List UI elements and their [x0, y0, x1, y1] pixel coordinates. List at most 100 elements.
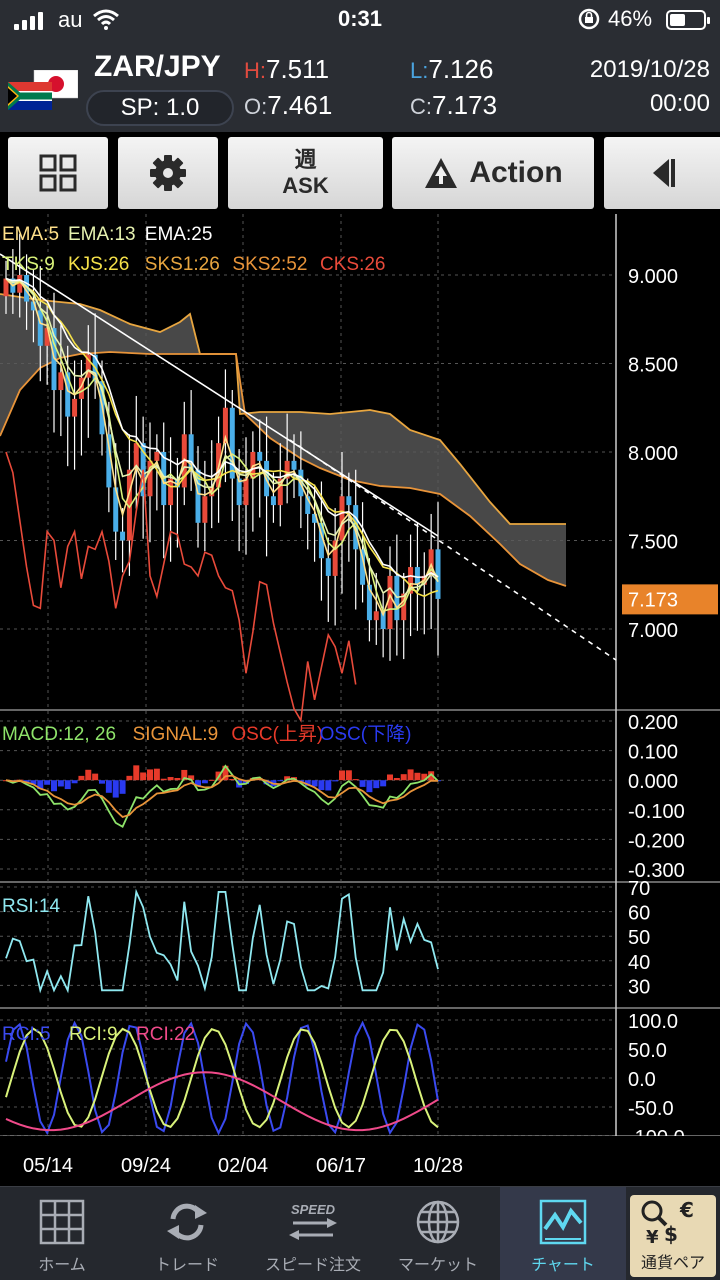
candle-body	[401, 593, 407, 621]
macd-osc-bar	[188, 775, 195, 781]
rotation-lock-icon	[578, 8, 600, 30]
candle-body	[360, 549, 366, 585]
candle-body	[113, 487, 119, 532]
date-tick-label: 05/14	[23, 1155, 73, 1177]
action-button[interactable]: Action	[392, 137, 594, 209]
macd-osc-bar	[400, 774, 407, 781]
battery-icon	[666, 10, 710, 30]
price-tick-label: 9.000	[628, 266, 678, 288]
action-label: Action	[469, 156, 563, 189]
candle-body	[78, 377, 84, 399]
macd-osc-bar	[64, 780, 71, 790]
macd-osc-bar	[318, 780, 325, 791]
ichimoku-legend-item: SKS1:26	[145, 254, 220, 275]
candle-body	[120, 531, 126, 541]
high-value: 7.511	[266, 54, 330, 84]
candle-body	[154, 452, 160, 461]
senkou-span-a-line	[0, 293, 566, 525]
date-tick-label: 02/04	[218, 1155, 268, 1177]
low-key: L:	[410, 58, 429, 83]
open-value: 7.461	[267, 90, 333, 120]
macd-osc-bar	[366, 780, 373, 793]
candle-body	[188, 434, 194, 470]
candle-body	[85, 354, 91, 378]
rci-22-line	[5, 1071, 439, 1132]
currency-pair-button[interactable]: € ¥ $ 通貨ペア	[630, 1195, 716, 1277]
ema-5-line	[5, 277, 439, 617]
carrier-name: au	[58, 7, 83, 32]
chart-canvas[interactable]: 9.000 8.500 8.000 7.500 7.000 7.173 EMA:5 EMA:1…	[0, 214, 720, 1186]
macd-tick-label: 0.100	[628, 742, 678, 764]
ema-25-line	[5, 277, 439, 579]
rsi-legend-item: RSI:14	[2, 896, 61, 917]
rci-5-line	[5, 1020, 439, 1136]
macd-osc-bar	[208, 779, 215, 781]
macd-osc-bar	[263, 780, 270, 785]
nav-home[interactable]: ホーム	[0, 1187, 124, 1280]
candle-body	[229, 407, 235, 479]
macd-osc-bar	[201, 780, 208, 784]
low-value: 7.126	[428, 54, 494, 84]
collapse-panel-button[interactable]	[604, 137, 720, 209]
candle-body	[257, 452, 263, 461]
trendline-solid	[0, 253, 439, 537]
macd-osc-bar	[133, 765, 140, 781]
macd-osc-bar	[44, 780, 51, 785]
macd-legend-item: SIGNAL:9	[133, 724, 219, 745]
zar-jpy-flag-icon[interactable]	[8, 70, 78, 110]
candle-body	[3, 278, 9, 297]
layout-button[interactable]	[8, 137, 108, 209]
nav-chart[interactable]: チャート	[500, 1187, 626, 1280]
nav-trade-label: トレード	[154, 1257, 219, 1274]
ema-13-line	[5, 277, 439, 599]
timeframe-button[interactable]: 週 ASK	[228, 137, 383, 209]
currency-pair[interactable]: ZAR/JPY	[94, 50, 221, 83]
candle-body	[147, 460, 153, 497]
date-tick-label: 06/17	[316, 1155, 366, 1177]
macd-osc-bar	[339, 770, 345, 781]
macd-osc-bar	[380, 780, 387, 787]
spread-badge: SP: 1.0	[86, 90, 234, 126]
macd-osc-bar	[181, 769, 188, 781]
nav-home-label: ホーム	[38, 1257, 86, 1274]
candle-body	[24, 275, 30, 302]
macd-osc-bar	[332, 780, 339, 782]
close-key: C:	[410, 94, 432, 119]
candle-body	[291, 460, 297, 470]
macd-tick-label: 0.200	[628, 712, 678, 734]
candle-body	[305, 496, 311, 514]
rsi-tick-label: 70	[628, 878, 650, 900]
nav-speed-order[interactable]: SPEED スピード注文	[250, 1187, 376, 1280]
nav-trade[interactable]: トレード	[124, 1187, 250, 1280]
macd-osc-bar	[140, 772, 147, 781]
macd-osc-bar	[71, 780, 78, 784]
up-triangle-icon	[425, 158, 458, 188]
price-chart[interactable]: 9.000 8.500 8.000 7.500 7.000 7.173 EMA:5 EMA:1…	[0, 214, 720, 1186]
home-grid-icon	[39, 1199, 85, 1245]
currency-pair-label: 通貨ペア	[640, 1255, 705, 1272]
tenkan-sen-line	[5, 277, 439, 613]
high-key: H:	[244, 58, 266, 83]
rsi-tick-label: 50	[628, 927, 650, 949]
macd-tick-label: -0.100	[628, 801, 685, 823]
ichimoku-legend-item: CKS:26	[320, 254, 385, 275]
close-value: 7.173	[432, 90, 498, 120]
nav-market[interactable]: マーケット	[376, 1187, 500, 1280]
macd-osc-bar	[30, 780, 37, 785]
bottom-nav: ホーム トレード SPEED スピード注文 マーケット	[0, 1186, 720, 1280]
chart-icon	[539, 1199, 587, 1245]
macd-osc-bar	[428, 771, 435, 781]
rci-tick-label: 50.0	[628, 1040, 667, 1062]
rsi-tick-label: 60	[628, 903, 650, 925]
macd-osc-bar	[407, 769, 414, 781]
candle-body	[236, 478, 242, 506]
candle-body	[428, 549, 434, 576]
settings-button[interactable]	[118, 137, 218, 209]
macd-osc-bar	[352, 779, 359, 781]
nav-market-label: マーケット	[397, 1257, 478, 1274]
rsi-tick-label: 40	[628, 952, 650, 974]
rci-tick-label: 100.0	[628, 1011, 678, 1033]
macd-osc-bar	[222, 765, 229, 781]
macd-osc-bar	[153, 768, 160, 781]
candle-body	[133, 443, 139, 470]
